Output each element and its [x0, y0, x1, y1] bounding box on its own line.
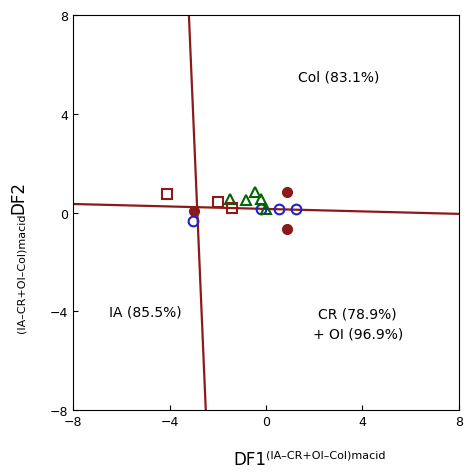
Text: IA (85.5%): IA (85.5%)	[109, 305, 182, 319]
Text: DF2: DF2	[9, 180, 27, 213]
Text: Col (83.1%): Col (83.1%)	[298, 71, 379, 85]
Text: DF1: DF1	[233, 450, 266, 468]
Text: CR (78.9%)
+ OI (96.9%): CR (78.9%) + OI (96.9%)	[312, 307, 403, 341]
Text: (IA–CR+OI–Col)macid: (IA–CR+OI–Col)macid	[266, 450, 385, 460]
Text: (IA–CR+OI–Col)macid: (IA–CR+OI–Col)macid	[17, 213, 27, 332]
